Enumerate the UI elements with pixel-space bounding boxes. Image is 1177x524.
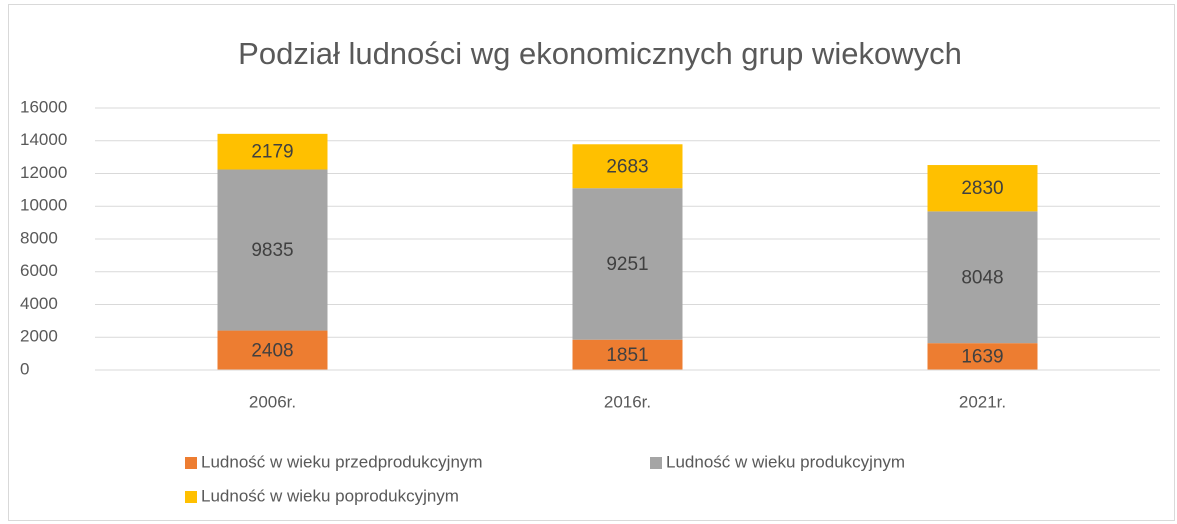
legend-swatch xyxy=(185,457,197,469)
legend-label: Ludność w wieku poprodukcyjnym xyxy=(201,486,459,505)
chart-title: Podział ludności wg ekonomicznych grup w… xyxy=(238,36,962,71)
legend-label: Ludność w wieku przedprodukcyjnym xyxy=(201,452,483,471)
y-tick-label: 10000 xyxy=(20,196,67,215)
bar-segment xyxy=(927,211,1038,344)
data-label: 9835 xyxy=(251,240,293,261)
bar-segment xyxy=(572,144,683,189)
y-tick-label: 4000 xyxy=(20,294,58,313)
data-label: 2683 xyxy=(606,156,648,177)
bar-segment xyxy=(572,339,683,370)
y-tick-label: 8000 xyxy=(20,228,58,247)
data-label: 2408 xyxy=(251,340,293,361)
y-tick-label: 0 xyxy=(20,359,29,378)
bar-segment xyxy=(217,169,328,331)
y-tick-label: 12000 xyxy=(20,163,67,182)
data-label: 9251 xyxy=(606,254,648,275)
legend-swatch xyxy=(650,457,662,469)
x-tick-label: 2006r. xyxy=(249,392,296,411)
y-tick-label: 16000 xyxy=(20,97,67,116)
legend-label: Ludność w wieku produkcyjnym xyxy=(666,452,905,471)
y-tick-label: 14000 xyxy=(20,130,67,149)
bar-segment xyxy=(572,188,683,340)
y-tick-label: 2000 xyxy=(20,327,58,346)
y-tick-label: 6000 xyxy=(20,261,58,280)
data-label: 2830 xyxy=(961,178,1003,199)
data-label: 1639 xyxy=(961,347,1003,368)
bar-segment xyxy=(217,330,328,370)
x-tick-label: 2021r. xyxy=(959,392,1006,411)
data-label: 1851 xyxy=(606,345,648,366)
bar-segment xyxy=(927,165,1038,212)
bar-segment xyxy=(217,133,328,170)
data-label: 8048 xyxy=(961,267,1003,288)
data-label: 2179 xyxy=(251,142,293,163)
x-tick-label: 2016r. xyxy=(604,392,651,411)
legend-swatch xyxy=(185,491,197,503)
bar-segment xyxy=(927,343,1038,370)
